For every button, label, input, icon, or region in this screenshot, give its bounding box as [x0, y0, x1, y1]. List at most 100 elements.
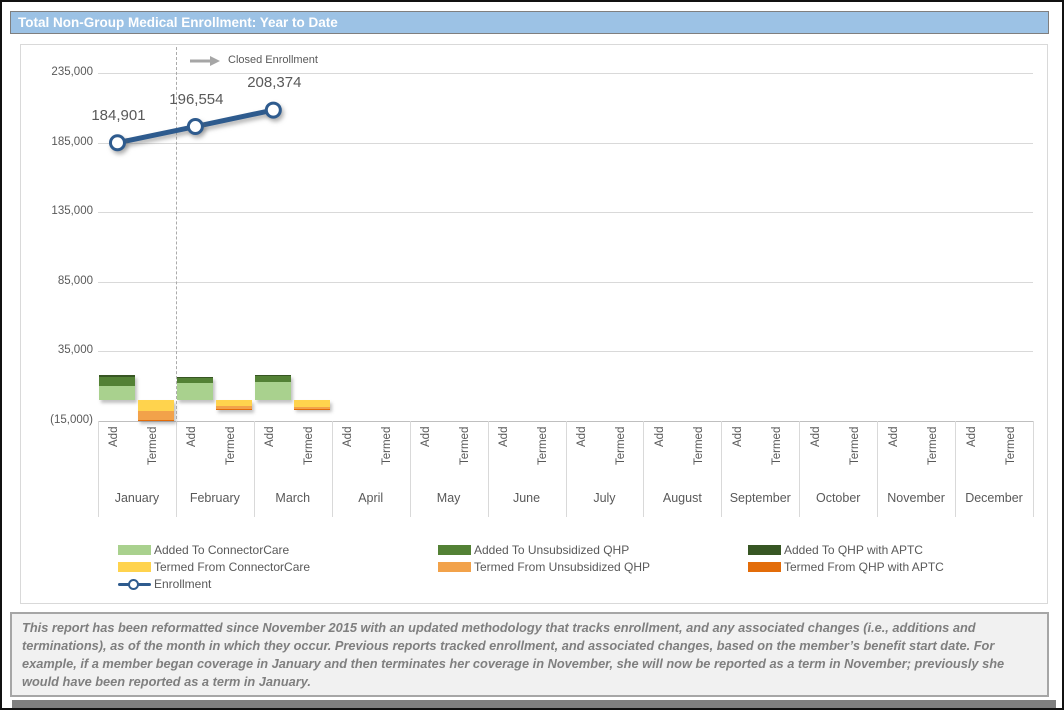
legend-swatch-icon [748, 545, 781, 555]
add-bar-february [177, 376, 214, 401]
legend-column: Added To QHP with APTC Termed From QHP wi… [748, 543, 944, 574]
gridline [98, 351, 1033, 353]
month-separator [1033, 421, 1034, 517]
subcat-label-add: Add [965, 427, 978, 448]
subcat-label-termed: Termed [147, 427, 160, 466]
month-label: September [729, 491, 791, 505]
enrollment-value-label: 184,901 [91, 106, 146, 124]
legend-item: Enrollment [118, 577, 310, 591]
legend-swatch-icon [118, 545, 151, 555]
month-separator [877, 421, 879, 517]
bottom-shadow-bar [12, 700, 1056, 708]
subcat-label-add: Add [108, 427, 121, 448]
add-bar-january [99, 375, 136, 401]
subcat-label-termed: Termed [1004, 427, 1017, 466]
subcat-label-add: Add [731, 427, 744, 448]
legend-label: Termed From ConnectorCare [154, 560, 311, 574]
bar-segment-termed-from-unsubsidized-qhp [138, 411, 175, 420]
chart-legend: Added To ConnectorCare Termed From Connec… [21, 543, 1047, 602]
subcat-label-add: Add [653, 427, 666, 448]
bar-segment-termed-from-connectorcare [294, 400, 331, 408]
legend-item: Termed From QHP with APTC [748, 560, 944, 574]
month-separator [721, 421, 723, 517]
legend-label: Termed From Unsubsidized QHP [474, 560, 651, 574]
subcat-label-termed: Termed [225, 427, 238, 466]
legend-label: Added To Unsubsidized QHP [474, 543, 630, 557]
month-label: July [593, 491, 616, 505]
subcat-label-add: Add [186, 427, 199, 448]
subcat-label-add: Add [342, 427, 355, 448]
gridline [98, 212, 1033, 214]
month-separator [409, 421, 411, 517]
bar-segment-added-to-connectorcare [99, 386, 136, 401]
month-label: May [436, 491, 461, 505]
legend-swatch-icon [118, 562, 151, 572]
bar-segment-added-to-connectorcare [255, 382, 292, 401]
month-label: June [512, 491, 541, 505]
subcat-label-add: Add [420, 427, 433, 448]
enrollment-value-label: 196,554 [169, 90, 224, 108]
legend-label: Added To QHP with APTC [784, 543, 923, 557]
add-bar-march [255, 375, 292, 401]
subcat-label-termed: Termed [381, 427, 394, 466]
month-separator [487, 421, 489, 517]
gridline [98, 281, 1033, 283]
bar-segment-added-to-qhp-with-aptc [255, 375, 292, 376]
page-title: Total Non-Group Medical Enrollment: Year… [10, 11, 1049, 34]
month-separator [331, 421, 333, 517]
y-axis-tick-label: 185,000 [51, 135, 93, 148]
legend-item: Termed From Unsubsidized QHP [438, 560, 651, 574]
y-axis-tick-label: 235,000 [51, 66, 93, 78]
legend-item: Added To QHP with APTC [748, 543, 944, 557]
closed-enrollment-divider [175, 47, 177, 419]
termed-bar-january [138, 400, 175, 421]
subcat-label-add: Add [264, 427, 277, 448]
legend-label: Enrollment [154, 577, 212, 591]
subcat-label-termed: Termed [459, 427, 472, 466]
subcat-label-add: Add [575, 427, 588, 448]
month-label: April [358, 491, 384, 505]
subcat-label-termed: Termed [537, 427, 550, 466]
month-label: August [662, 491, 702, 505]
month-label: December [965, 491, 1023, 505]
bar-segment-added-to-unsubsidized-qhp [99, 377, 136, 387]
month-label: January [114, 491, 160, 505]
legend-label: Termed From QHP with APTC [784, 560, 944, 574]
legend-column: Added To Unsubsidized QHP Termed From Uns… [438, 543, 651, 574]
subcat-label-add: Add [809, 427, 822, 448]
enrollment-marker-march [264, 101, 282, 119]
month-separator [175, 421, 177, 517]
bar-segment-added-to-qhp-with-aptc [177, 376, 214, 378]
termed-bar-march [294, 400, 331, 410]
termed-bar-february [216, 400, 253, 410]
y-axis-tick-label: 85,000 [57, 274, 93, 287]
footer-note: This report has been reformatted since N… [10, 612, 1049, 697]
y-axis-tick-label: 135,000 [51, 205, 93, 218]
month-separator [799, 421, 801, 517]
legend-item: Termed From ConnectorCare [118, 560, 311, 574]
subcat-label-termed: Termed [614, 427, 627, 466]
legend-swatch-icon [438, 545, 471, 555]
subcat-label-add: Add [887, 427, 900, 448]
enrollment-marker-february [186, 118, 204, 136]
bar-segment-termed-from-connectorcare [216, 400, 253, 407]
bar-segment-added-to-unsubsidized-qhp [177, 377, 214, 384]
month-separator [955, 421, 957, 517]
bar-segment-termed-from-unsubsidized-qhp [294, 407, 331, 409]
bar-segment-termed-from-connectorcare [138, 400, 175, 412]
legend-item: Added To Unsubsidized QHP [438, 543, 650, 557]
subcat-label-termed: Termed [303, 427, 316, 466]
y-axis-tick-label: 35,000 [57, 344, 93, 357]
subcat-label-termed: Termed [848, 427, 861, 466]
month-separator [643, 421, 645, 517]
month-label: November [887, 491, 945, 505]
month-separator [565, 421, 567, 517]
month-label: October [815, 491, 861, 505]
legend-swatch-icon [748, 562, 781, 572]
legend-column: Added To ConnectorCare Termed From Connec… [118, 543, 311, 591]
y-axis-tick-label: (15,000) [50, 414, 93, 426]
bar-segment-termed-from-unsubsidized-qhp [216, 406, 253, 410]
month-label: March [275, 491, 311, 505]
bar-segment-termed-from-qhp-with-aptc [138, 420, 175, 421]
